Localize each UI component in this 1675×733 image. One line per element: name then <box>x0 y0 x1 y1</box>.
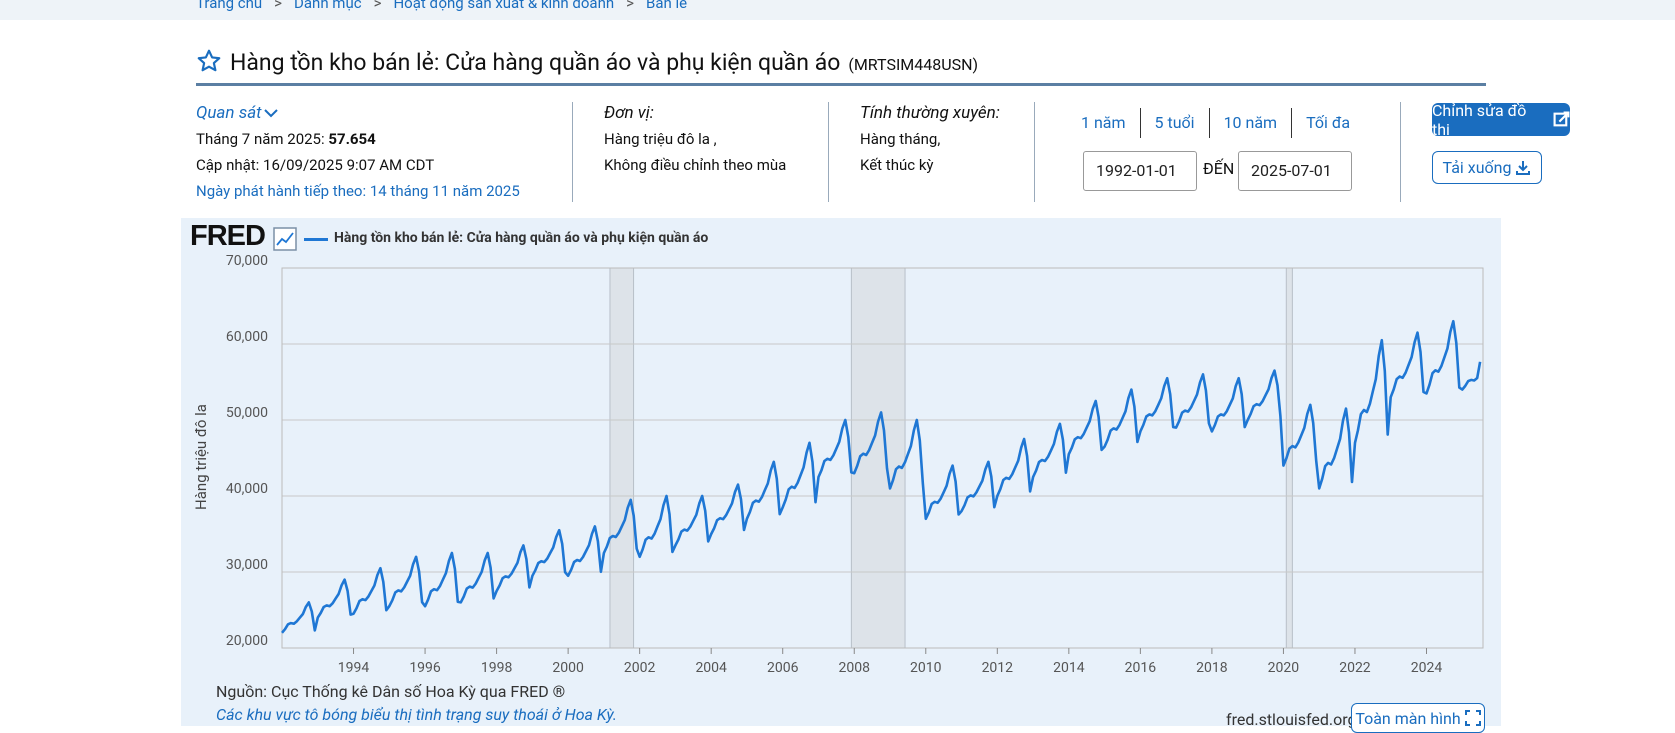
x-tick-label: 1994 <box>338 660 370 676</box>
x-tick-label: 2000 <box>552 660 584 676</box>
y-tick-label: 50,000 <box>226 405 268 421</box>
divider <box>1400 102 1401 202</box>
last-updated: Cập nhật: 16/09/2025 9:07 AM CDT <box>196 156 435 174</box>
units-line1: Hàng triệu đô la , <box>604 130 717 148</box>
date-to-input[interactable]: 2025-07-01 <box>1238 151 1352 191</box>
edit-graph-button[interactable]: Chỉnh sửa đồ thị <box>1432 100 1570 139</box>
y-tick-label: 20,000 <box>226 633 268 649</box>
x-tick-label: 2004 <box>695 660 727 676</box>
x-tick-label: 2016 <box>1125 660 1157 676</box>
range-tabs: 1 năm 5 tuổi 10 năm Tối đa <box>1067 108 1364 138</box>
breadcrumb-link-retail[interactable]: Bán lẻ <box>645 0 688 12</box>
next-release-link[interactable]: Ngày phát hành tiếp theo: 14 tháng 11 nă… <box>196 182 520 200</box>
breadcrumb-bar <box>0 0 1675 20</box>
breadcrumb-separator: > <box>626 0 634 12</box>
page-title: Hàng tồn kho bán lẻ: Cửa hàng quần áo và… <box>230 49 841 76</box>
x-tick-label: 2022 <box>1339 660 1371 676</box>
x-tick-label: 2008 <box>839 660 871 676</box>
source-note: Nguồn: Cục Thống kê Dân số Hoa Kỳ qua FR… <box>216 682 566 701</box>
date-to-label: ĐẾN <box>1203 159 1235 178</box>
divider <box>1034 102 1035 202</box>
breadcrumb-link-categories[interactable]: Danh mục <box>294 0 362 12</box>
y-tick-label: 70,000 <box>226 253 268 269</box>
fred-url[interactable]: fred.stlouisfed.org <box>1226 710 1357 729</box>
legend-swatch <box>304 238 328 241</box>
divider <box>572 102 573 202</box>
range-tab-10y[interactable]: 10 năm <box>1210 108 1293 138</box>
y-tick-label: 60,000 <box>226 329 268 345</box>
breadcrumb-separator: > <box>373 0 382 12</box>
x-tick-label: 2012 <box>982 660 1014 676</box>
divider <box>828 102 829 202</box>
x-tick-label: 2006 <box>767 660 799 676</box>
units-line2: Không điều chỉnh theo mùa <box>604 156 787 174</box>
star-icon[interactable] <box>196 48 222 74</box>
fred-logo[interactable]: FRED <box>190 220 266 252</box>
range-tab-1y[interactable]: 1 năm <box>1067 108 1141 138</box>
download-icon <box>1516 160 1531 175</box>
x-tick-label: 2002 <box>624 660 656 676</box>
series-title-row: Hàng tồn kho bán lẻ: Cửa hàng quần áo và… <box>196 44 978 76</box>
breadcrumb-link-home[interactable]: Trang chủ <box>196 0 263 12</box>
title-divider <box>196 83 1486 86</box>
x-tick-label: 2020 <box>1268 660 1300 676</box>
latest-observation: Tháng 7 năm 2025: 57.654 <box>196 130 376 148</box>
line-chart[interactable]: Hàng triệu đô la 20,000 30,000 40,000 50,00… <box>181 245 1501 695</box>
external-edit-icon <box>1553 111 1570 127</box>
y-tick-label: 40,000 <box>226 481 268 497</box>
frequency-block: Tính thường xuyên: Hàng tháng, Kết thúc … <box>860 100 1000 178</box>
download-button[interactable]: Tải xuống <box>1432 151 1542 184</box>
units-label: Đơn vị: <box>604 103 654 123</box>
range-tab-5y[interactable]: 5 tuổi <box>1141 108 1210 138</box>
observation-block: Quan sát Tháng 7 năm 2025: 57.654 Cập nh… <box>196 100 520 204</box>
frequency-label: Tính thường xuyên: <box>860 103 1000 123</box>
x-tick-label: 1996 <box>409 660 441 676</box>
x-tick-label: 2018 <box>1196 660 1228 676</box>
edit-graph-label: Chỉnh sửa đồ thị <box>1432 100 1527 139</box>
breadcrumb: Trang chủ > Danh mục > Hoạt động sản xuất & … <box>196 0 687 12</box>
units-block: Đơn vị: Hàng triệu đô la , Không điều ch… <box>604 100 786 178</box>
fullscreen-icon <box>1464 710 1481 726</box>
fullscreen-label: Toàn màn hình <box>1355 708 1461 728</box>
recession-band <box>609 267 635 649</box>
frequency-line2: Kết thúc kỳ <box>860 156 934 174</box>
series-id: (MRTSIM448USN) <box>848 55 979 74</box>
chart-line-icon <box>273 227 297 251</box>
breadcrumb-link-production[interactable]: Hoạt động sản xuất & kinh doanh <box>393 0 615 12</box>
breadcrumb-separator: > <box>274 0 283 12</box>
chevron-down-icon <box>263 109 278 118</box>
fullscreen-button[interactable]: Toàn màn hình <box>1351 703 1485 733</box>
frequency-line1: Hàng tháng, <box>860 130 941 148</box>
x-tick-label: 2014 <box>1053 660 1085 676</box>
y-tick-label: 30,000 <box>226 557 268 573</box>
plot-area <box>281 267 1484 649</box>
x-tick-label: 2010 <box>910 660 942 676</box>
recession-note-link[interactable]: Các khu vực tô bóng biểu thị tình trạng … <box>216 705 617 724</box>
latest-value: 57.654 <box>328 130 376 148</box>
x-tick-label: 1998 <box>481 660 513 676</box>
range-tab-max[interactable]: Tối đa <box>1306 113 1351 132</box>
y-axis-label: Hàng triệu đô la <box>192 404 210 510</box>
observation-dropdown[interactable]: Quan sát <box>196 100 280 126</box>
x-tick-label: 2024 <box>1411 660 1443 676</box>
legend-label: Hàng tồn kho bán lẻ: Cửa hàng quần áo và… <box>334 230 709 246</box>
date-from-input[interactable]: 1992-01-01 <box>1083 151 1197 191</box>
chart-panel <box>181 218 1501 726</box>
series-line[interactable] <box>281 319 1482 634</box>
download-label: Tải xuống <box>1442 158 1512 177</box>
